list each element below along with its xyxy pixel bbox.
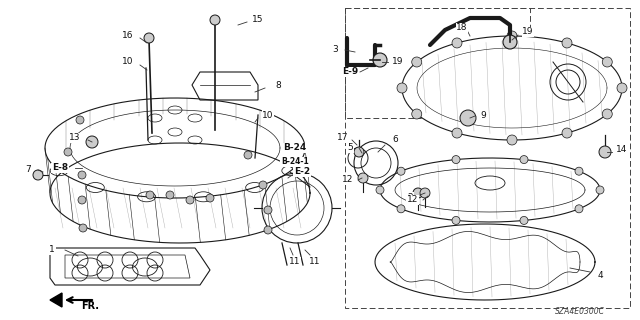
- Circle shape: [412, 109, 422, 119]
- Text: 7: 7: [25, 165, 31, 174]
- Polygon shape: [380, 158, 600, 222]
- Text: 19: 19: [522, 28, 534, 36]
- Text: 15: 15: [252, 15, 264, 25]
- Text: E-9: E-9: [342, 68, 358, 76]
- Circle shape: [206, 194, 214, 202]
- Circle shape: [264, 226, 272, 234]
- Circle shape: [79, 224, 87, 232]
- Circle shape: [520, 156, 528, 164]
- Polygon shape: [402, 36, 622, 140]
- Circle shape: [358, 173, 368, 183]
- Text: 10: 10: [122, 58, 134, 67]
- Circle shape: [452, 128, 462, 138]
- Circle shape: [376, 186, 384, 194]
- Circle shape: [617, 83, 627, 93]
- Circle shape: [76, 116, 84, 124]
- Text: E-2: E-2: [294, 167, 310, 177]
- Circle shape: [397, 83, 407, 93]
- Circle shape: [412, 57, 422, 67]
- Circle shape: [596, 186, 604, 194]
- Text: 3: 3: [332, 45, 338, 54]
- Circle shape: [33, 170, 43, 180]
- Circle shape: [373, 53, 387, 67]
- Circle shape: [397, 205, 405, 213]
- Text: 9: 9: [480, 110, 486, 119]
- Circle shape: [602, 109, 612, 119]
- Text: E-8: E-8: [52, 164, 68, 172]
- Circle shape: [397, 167, 405, 175]
- Circle shape: [602, 57, 612, 67]
- Circle shape: [452, 38, 462, 48]
- Circle shape: [64, 148, 72, 156]
- Circle shape: [420, 188, 430, 198]
- Circle shape: [146, 191, 154, 199]
- Circle shape: [210, 15, 220, 25]
- Circle shape: [520, 216, 528, 224]
- Circle shape: [413, 188, 423, 198]
- Text: 12: 12: [342, 175, 354, 185]
- Circle shape: [452, 156, 460, 164]
- Text: 2: 2: [407, 193, 413, 202]
- Circle shape: [575, 205, 583, 213]
- Text: 5: 5: [347, 143, 353, 153]
- Circle shape: [507, 31, 517, 41]
- Text: 11: 11: [309, 258, 321, 267]
- Text: 11: 11: [289, 258, 301, 267]
- Text: 1: 1: [49, 245, 55, 254]
- Circle shape: [599, 146, 611, 158]
- Text: 19: 19: [392, 58, 404, 67]
- Text: 8: 8: [275, 81, 281, 90]
- Circle shape: [78, 171, 86, 179]
- Text: 18: 18: [456, 23, 468, 33]
- Circle shape: [186, 196, 194, 204]
- Circle shape: [166, 191, 174, 199]
- Circle shape: [244, 151, 252, 159]
- Text: 4: 4: [597, 270, 603, 279]
- Circle shape: [460, 110, 476, 126]
- Circle shape: [507, 135, 517, 145]
- Text: B-24-1: B-24-1: [281, 157, 309, 166]
- Circle shape: [144, 33, 154, 43]
- Circle shape: [562, 128, 572, 138]
- Circle shape: [575, 167, 583, 175]
- Circle shape: [562, 38, 572, 48]
- Text: 16: 16: [122, 30, 134, 39]
- Circle shape: [452, 216, 460, 224]
- Bar: [345, 8, 530, 118]
- Text: B-24: B-24: [284, 143, 307, 153]
- Text: FR.: FR.: [81, 301, 99, 311]
- Circle shape: [86, 136, 98, 148]
- Circle shape: [78, 196, 86, 204]
- Circle shape: [354, 147, 364, 157]
- Text: 17: 17: [337, 133, 349, 142]
- Circle shape: [259, 181, 267, 189]
- Polygon shape: [50, 293, 62, 307]
- Text: 10: 10: [262, 110, 274, 119]
- Polygon shape: [375, 224, 595, 300]
- Text: 14: 14: [616, 146, 628, 155]
- Circle shape: [503, 35, 517, 49]
- Text: 12: 12: [407, 196, 419, 204]
- Text: 6: 6: [392, 135, 398, 145]
- Circle shape: [264, 206, 272, 214]
- Bar: [345, 8, 630, 308]
- Text: 13: 13: [69, 133, 81, 142]
- Text: SZA4E0300C: SZA4E0300C: [555, 308, 605, 316]
